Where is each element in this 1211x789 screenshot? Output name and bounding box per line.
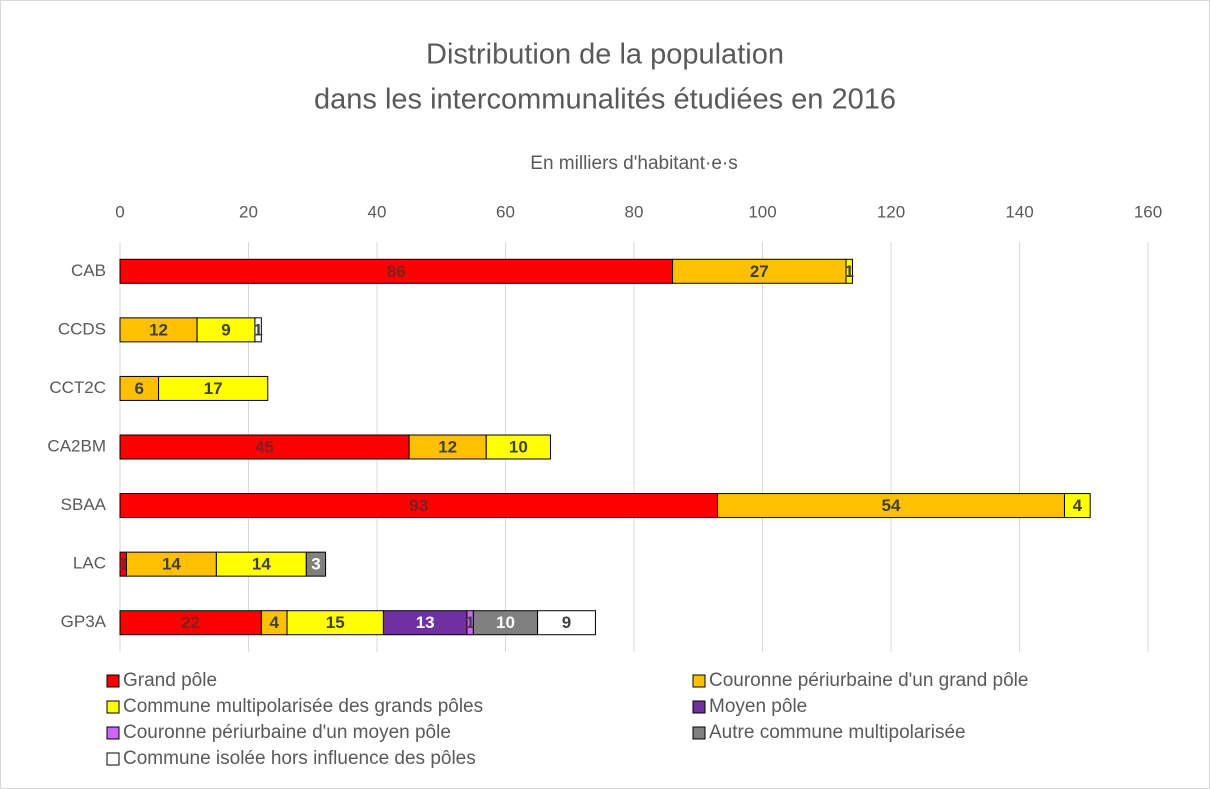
data-label: 12 [149, 320, 168, 339]
y-tick-label: SBAA [61, 495, 107, 514]
legend-label: Grand pôle [123, 670, 217, 691]
data-label: 9 [221, 320, 230, 339]
bar-segment [1063, 493, 1091, 519]
data-label: 1 [845, 262, 854, 281]
legend-swatch [106, 674, 120, 688]
data-label: 1 [118, 555, 127, 574]
y-tick-label: CCDS [58, 319, 106, 338]
bar-segment [472, 610, 539, 636]
data-label: 3 [311, 555, 320, 574]
legend-swatch [692, 726, 706, 740]
data-label: 1 [465, 613, 474, 632]
data-label: 9 [562, 613, 571, 632]
data-label: 27 [750, 262, 769, 281]
y-tick-label: CA2BM [47, 436, 106, 455]
legend-swatch [692, 674, 706, 688]
data-label: 4 [1073, 496, 1083, 515]
legend-label: Commune isolée hors influence des pôles [123, 748, 476, 769]
data-label: 14 [162, 555, 181, 574]
bar-segment [845, 258, 853, 284]
bar-segment [119, 375, 160, 401]
data-label: 4 [269, 613, 279, 632]
bar-segment [254, 317, 262, 343]
bar-segment [119, 258, 674, 284]
legend-label: Autre commune multipolarisée [709, 722, 966, 743]
legend-swatch [106, 752, 120, 766]
y-tick-label: CAB [71, 261, 106, 280]
data-label: 54 [882, 496, 901, 515]
data-label: 10 [509, 437, 528, 456]
data-label: 17 [204, 379, 223, 398]
x-axis-title: En milliers d'habitant·e·s [530, 153, 737, 174]
bar-segment [382, 610, 468, 636]
chart-subtitle: dans les intercommunalités étudiées en 2… [314, 84, 896, 116]
data-label: 15 [326, 613, 345, 632]
data-label: 6 [135, 379, 144, 398]
legend-label: Commune multipolarisée des grands pôles [123, 696, 483, 717]
legend-swatch [106, 700, 120, 714]
x-tick-label: 160 [1134, 202, 1162, 221]
x-tick-label: 120 [877, 202, 905, 221]
bar-segment [260, 610, 288, 636]
legend-label: Couronne périurbaine d'un grand pôle [709, 670, 1028, 691]
bar-segment [485, 434, 551, 460]
data-label: 14 [252, 555, 271, 574]
bar-segment [119, 317, 198, 343]
bar-segment [537, 610, 596, 636]
x-tick-label: 80 [625, 202, 644, 221]
bar-segment [158, 375, 269, 401]
bar-segment [215, 551, 307, 577]
data-label: 13 [416, 613, 435, 632]
legend-label: Moyen pôle [709, 696, 807, 717]
chart-title: Distribution de la population [426, 39, 784, 71]
data-label: 93 [409, 496, 428, 515]
bar-segment [672, 258, 847, 284]
bar-segment [408, 434, 487, 460]
bar-segment [717, 493, 1065, 519]
data-label: 10 [496, 613, 515, 632]
bar-segment [125, 551, 217, 577]
x-tick-label: 0 [115, 202, 124, 221]
x-tick-label: 140 [1005, 202, 1033, 221]
x-tick-label: 100 [748, 202, 776, 221]
y-tick-label: GP3A [61, 612, 107, 631]
data-label: 86 [387, 262, 406, 281]
data-label: 12 [438, 437, 457, 456]
y-tick-label: CCT2C [49, 378, 106, 397]
data-label: 1 [253, 320, 262, 339]
bar-segment [119, 610, 262, 636]
data-label: 22 [181, 613, 200, 632]
x-tick-label: 60 [496, 202, 515, 221]
x-tick-label: 20 [239, 202, 258, 221]
legend-swatch [692, 700, 706, 714]
bar-segment [305, 551, 327, 577]
bar-segment [119, 434, 410, 460]
x-tick-label: 40 [368, 202, 387, 221]
legend-swatch [106, 726, 120, 740]
legend-label: Couronne périurbaine d'un moyen pôle [123, 722, 451, 743]
y-tick-label: LAC [73, 554, 106, 573]
data-label: 45 [255, 437, 274, 456]
